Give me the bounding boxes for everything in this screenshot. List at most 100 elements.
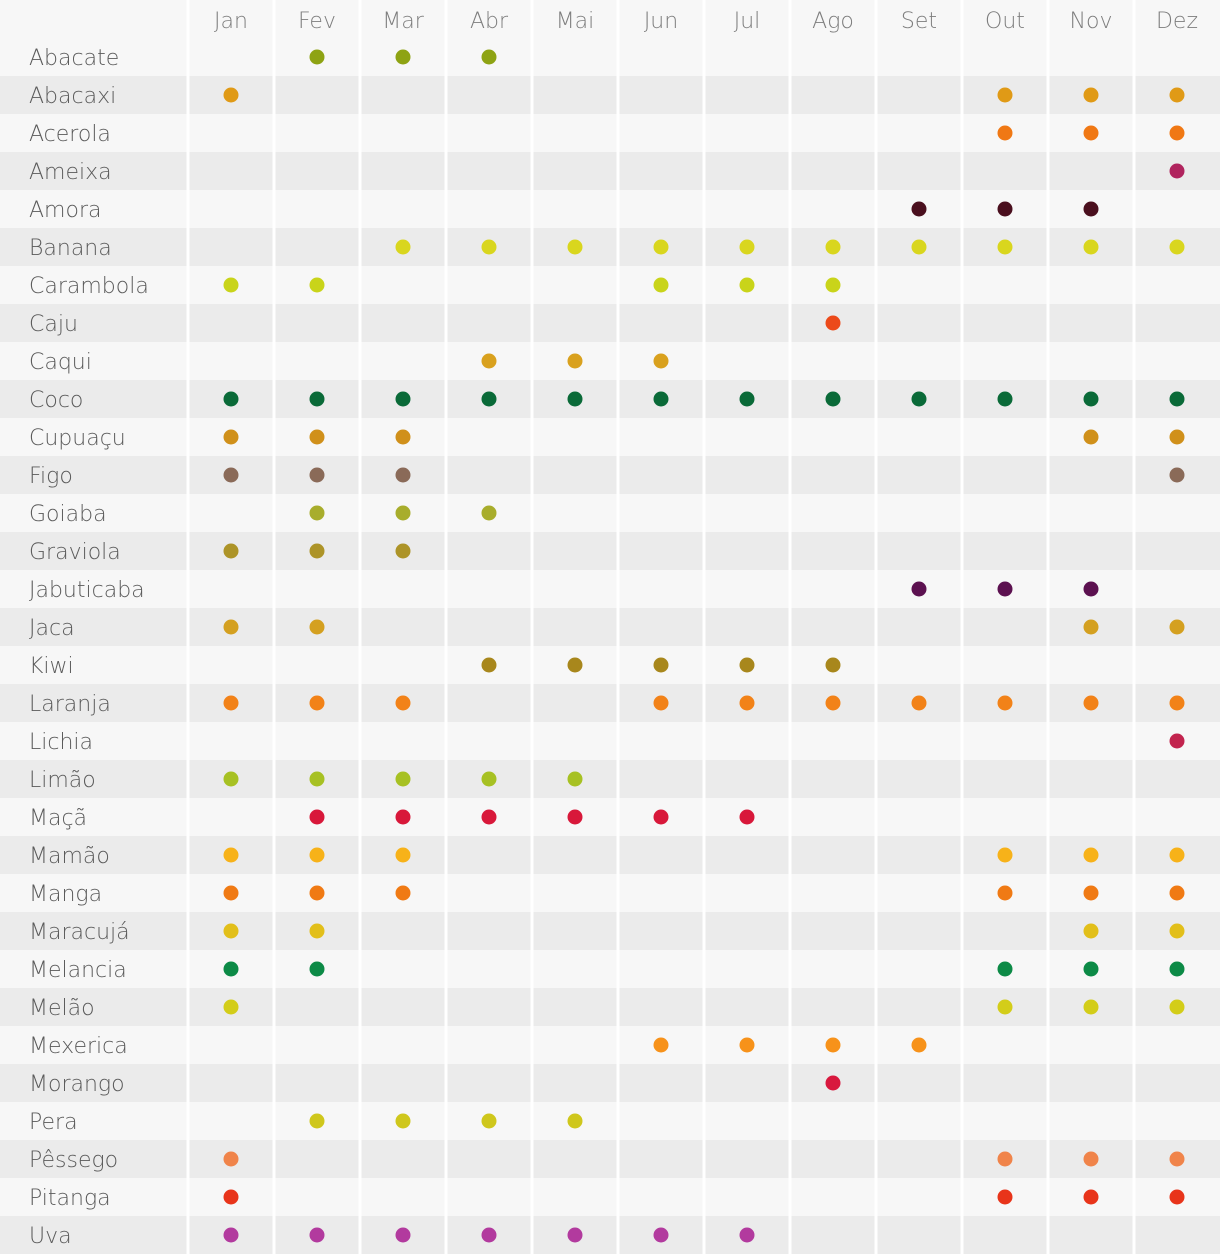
- fruit-labels: Abacate Abacaxi Acerola Ameixa Amora Banana Ca…: [29, 46, 149, 1249]
- fruit-label: Banana: [29, 236, 112, 261]
- season-dot: [1083, 695, 1099, 711]
- row-background: [0, 912, 1220, 950]
- season-dot: [481, 49, 497, 65]
- season-dot: [223, 695, 239, 711]
- column-divider: [358, 0, 362, 1258]
- season-dot: [1083, 581, 1099, 597]
- season-dot: [309, 49, 325, 65]
- season-dots: [223, 49, 1185, 1243]
- row-background: [0, 950, 1220, 988]
- season-dot: [1083, 885, 1099, 901]
- season-dot: [653, 695, 669, 711]
- row-background: [0, 532, 1220, 570]
- season-dot: [481, 1227, 497, 1243]
- season-dot: [1083, 429, 1099, 445]
- row-background: [0, 228, 1220, 266]
- fruit-label: Goiaba: [29, 502, 107, 527]
- row-background: [0, 646, 1220, 684]
- season-dot: [653, 391, 669, 407]
- season-dot: [1083, 847, 1099, 863]
- season-dot: [1083, 619, 1099, 635]
- fruit-label: Acerola: [29, 122, 111, 147]
- season-dot: [1169, 923, 1185, 939]
- season-dot: [911, 391, 927, 407]
- season-dot: [1169, 999, 1185, 1015]
- header-background: [0, 0, 1220, 38]
- season-dot: [309, 695, 325, 711]
- season-dot: [739, 239, 755, 255]
- fruit-label: Pêssego: [29, 1148, 118, 1173]
- row-background: [0, 76, 1220, 114]
- season-dot: [481, 657, 497, 673]
- row-background: [0, 494, 1220, 532]
- column-divider: [788, 0, 792, 1258]
- month-label: Nov: [1070, 9, 1113, 34]
- season-dot: [997, 885, 1013, 901]
- fruit-label: Pitanga: [29, 1186, 111, 1211]
- row-background: [0, 798, 1220, 836]
- month-label: Set: [901, 9, 937, 34]
- season-dot: [223, 1151, 239, 1167]
- row-background: [0, 1178, 1220, 1216]
- season-dot: [567, 1113, 583, 1129]
- row-background: [0, 608, 1220, 646]
- season-dot: [481, 771, 497, 787]
- fruit-label: Pera: [29, 1110, 78, 1135]
- season-dot: [825, 1037, 841, 1053]
- season-dot: [567, 771, 583, 787]
- season-dot: [223, 429, 239, 445]
- season-dot: [1083, 999, 1099, 1015]
- season-dot: [1083, 125, 1099, 141]
- season-dot: [309, 923, 325, 939]
- season-dot: [1083, 201, 1099, 217]
- season-dot: [481, 809, 497, 825]
- season-dot: [223, 999, 239, 1015]
- row-background: [0, 380, 1220, 418]
- season-dot: [395, 771, 411, 787]
- fruit-label: Melancia: [29, 958, 127, 983]
- season-dot: [395, 695, 411, 711]
- season-dot: [1169, 125, 1185, 141]
- fruit-label: Laranja: [29, 692, 111, 717]
- season-dot: [653, 353, 669, 369]
- season-dot: [309, 1227, 325, 1243]
- fruit-label: Graviola: [29, 540, 121, 565]
- season-dot: [739, 695, 755, 711]
- fruit-label: Lichia: [29, 730, 93, 755]
- row-background: [0, 1026, 1220, 1064]
- column-divider: [186, 0, 190, 1258]
- season-dot: [395, 505, 411, 521]
- season-dot: [997, 581, 1013, 597]
- month-label: Jun: [644, 9, 678, 34]
- season-dot: [223, 619, 239, 635]
- fruit-label: Mexerica: [29, 1034, 128, 1059]
- season-dot: [1169, 733, 1185, 749]
- month-label: Mar: [382, 9, 424, 34]
- season-dot: [997, 87, 1013, 103]
- season-dot: [395, 809, 411, 825]
- month-label: Mai: [556, 9, 595, 34]
- row-background: [0, 114, 1220, 152]
- fruit-label: Kiwi: [29, 654, 74, 679]
- fruit-label: Abacate: [29, 46, 119, 71]
- season-dot: [309, 847, 325, 863]
- fruit-label: Amora: [29, 198, 101, 223]
- row-background: [0, 152, 1220, 190]
- season-dot: [825, 239, 841, 255]
- fruit-label: Ameixa: [29, 160, 112, 185]
- row-background: [0, 38, 1220, 76]
- season-dot: [223, 467, 239, 483]
- row-background: [0, 342, 1220, 380]
- row-background: [0, 418, 1220, 456]
- season-dot: [309, 429, 325, 445]
- season-dot: [223, 1227, 239, 1243]
- season-dot: [1169, 885, 1185, 901]
- season-dot: [911, 201, 927, 217]
- season-dot: [653, 239, 669, 255]
- season-dot: [567, 657, 583, 673]
- row-background: [0, 1102, 1220, 1140]
- row-background: [0, 1216, 1220, 1254]
- season-dot: [395, 239, 411, 255]
- season-dot: [1169, 391, 1185, 407]
